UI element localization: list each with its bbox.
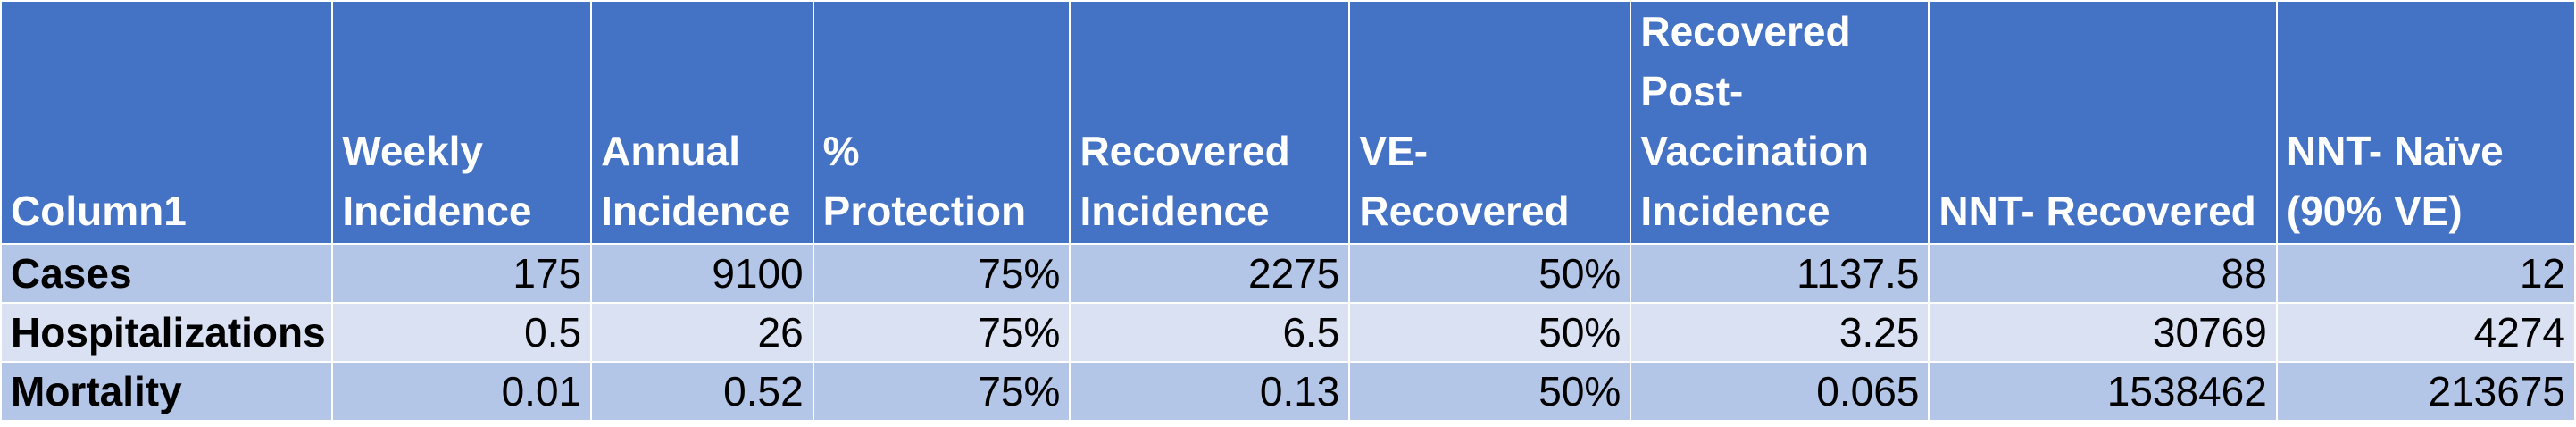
table-cell[interactable]: 0.065	[1630, 361, 1930, 422]
table-cell[interactable]: 213675	[2275, 361, 2576, 422]
table-cell[interactable]: 4274	[2275, 302, 2576, 363]
header-cell-weekly-incidence[interactable]: Weekly Incidence	[331, 0, 593, 245]
table-cell[interactable]: 1137.5	[1630, 243, 1930, 304]
table-cell[interactable]: 6.5	[1069, 302, 1351, 363]
table-cell[interactable]: 75%	[812, 302, 1071, 363]
table-cell[interactable]: 50%	[1348, 243, 1632, 304]
table-cell[interactable]: 30769	[1928, 302, 2278, 363]
table-cell[interactable]: 50%	[1348, 361, 1632, 422]
header-cell-nnt-naive[interactable]: NNT- Naïve (90% VE)	[2275, 0, 2576, 245]
header-cell-column1[interactable]: Column1	[0, 0, 334, 245]
row-label-cell[interactable]: Cases	[0, 243, 334, 304]
table-cell[interactable]: 0.5	[331, 302, 593, 363]
table-cell[interactable]: 0.01	[331, 361, 593, 422]
table-cell[interactable]: 26	[590, 302, 814, 363]
table-cell[interactable]: 1538462	[1928, 361, 2278, 422]
table-cell[interactable]: 50%	[1348, 302, 1632, 363]
table-cell[interactable]: 175	[331, 243, 593, 304]
table-cell[interactable]: 3.25	[1630, 302, 1930, 363]
table-cell[interactable]: 75%	[812, 243, 1071, 304]
table-cell[interactable]: 88	[1928, 243, 2278, 304]
table-row: Cases 175 9100 75% 2275 50% 1137.5 88 12	[0, 243, 2576, 304]
header-cell-annual-incidence[interactable]: Annual Incidence	[590, 0, 814, 245]
row-label-cell[interactable]: Hospitalizations	[0, 302, 334, 363]
header-cell-percent-protection[interactable]: % Protection	[812, 0, 1071, 245]
row-label-cell[interactable]: Mortality	[0, 361, 334, 422]
table-cell[interactable]: 0.13	[1069, 361, 1351, 422]
table-cell[interactable]: 9100	[590, 243, 814, 304]
table-cell[interactable]: 2275	[1069, 243, 1351, 304]
header-cell-nnt-recovered[interactable]: NNT- Recovered	[1928, 0, 2278, 245]
table-cell[interactable]: 75%	[812, 361, 1071, 422]
header-cell-recovered-incidence[interactable]: Recovered Incidence	[1069, 0, 1351, 245]
table-cell[interactable]: 12	[2275, 243, 2576, 304]
table-row: Hospitalizations 0.5 26 75% 6.5 50% 3.25…	[0, 302, 2576, 363]
header-cell-ve-recovered[interactable]: VE-Recovered	[1348, 0, 1632, 245]
table-cell[interactable]: 0.52	[590, 361, 814, 422]
header-cell-recovered-post-vaccination-incidence[interactable]: Recovered Post- Vaccination Incidence	[1630, 0, 1930, 245]
table-row: Mortality 0.01 0.52 75% 0.13 50% 0.065 1…	[0, 361, 2576, 422]
header-row: Column1 Weekly Incidence Annual Incidenc…	[0, 0, 2576, 245]
